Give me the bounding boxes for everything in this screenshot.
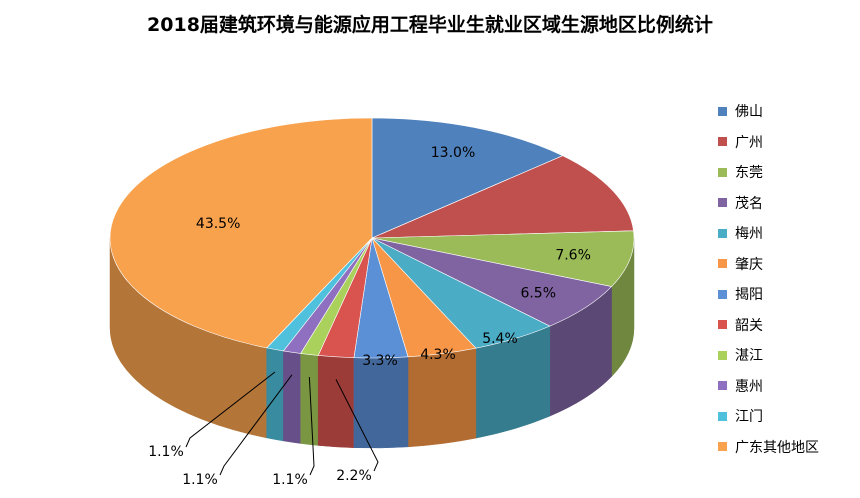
legend-item: 惠州 [718, 371, 819, 402]
legend-item: 揭阳 [718, 279, 819, 310]
data-label: 2.2% [336, 468, 372, 484]
slice-东莞 [371, 230, 635, 287]
legend-label: 梅州 [735, 226, 763, 243]
legend-label: 揭阳 [735, 287, 763, 304]
label-leader-line [308, 376, 315, 476]
slice-side-揭阳 [353, 356, 409, 449]
data-label: 4.3% [420, 347, 456, 363]
legend-item: 梅州 [718, 218, 819, 249]
legend-label: 东莞 [735, 165, 763, 182]
slice-side-湛江 [300, 353, 319, 446]
legend-label: 广东其他地区 [735, 439, 819, 456]
legend-label: 广州 [735, 134, 763, 151]
data-label: 13.0% [431, 145, 475, 161]
data-label: 5.4% [482, 331, 518, 347]
legend-swatch [718, 381, 727, 391]
chart-title: 2018届建筑环境与能源应用工程毕业生就业区域生源地区比例统计 [147, 14, 713, 36]
slice-广东其他地区 [109, 117, 373, 349]
legend-label: 江门 [735, 409, 763, 426]
legend-swatch [718, 228, 727, 238]
legend-label: 惠州 [735, 378, 763, 395]
legend-item: 茂名 [718, 188, 819, 219]
slice-side-江门 [266, 347, 284, 442]
data-label: 1.1% [272, 472, 308, 488]
legend-label: 茂名 [735, 195, 763, 212]
slice-广州 [371, 155, 634, 239]
legend-item: 湛江 [718, 340, 819, 371]
legend-swatch [718, 106, 727, 116]
legend-swatch [718, 320, 727, 330]
legend-label: 肇庆 [735, 256, 763, 273]
data-label: 7.6% [555, 248, 591, 264]
legend-swatch [718, 198, 727, 208]
legend-item: 广州 [718, 127, 819, 158]
data-label: 3.3% [362, 353, 398, 369]
label-leader-line [219, 374, 293, 476]
slice-佛山 [371, 117, 564, 239]
slice-side-惠州 [283, 350, 301, 444]
legend-swatch [718, 350, 727, 360]
legend-swatch [718, 259, 727, 269]
legend-swatch [718, 137, 727, 147]
chart-legend: 佛山广州东莞茂名梅州肇庆揭阳韶关湛江惠州江门广东其他地区 [718, 96, 819, 462]
legend-item: 佛山 [718, 96, 819, 127]
data-label: 6.5% [520, 285, 556, 301]
slice-side-韶关 [317, 355, 355, 448]
label-leader-line [335, 379, 379, 472]
legend-swatch [718, 442, 727, 452]
data-label: 43.5% [196, 216, 240, 232]
legend-swatch [718, 167, 727, 177]
legend-item: 广东其他地区 [718, 432, 819, 463]
data-label: 1.1% [182, 472, 218, 488]
legend-item: 韶关 [718, 310, 819, 341]
legend-item: 江门 [718, 401, 819, 432]
legend-label: 湛江 [735, 348, 763, 365]
label-leader-line [185, 371, 276, 448]
legend-item: 东莞 [718, 157, 819, 188]
legend-swatch [718, 289, 727, 299]
data-label: 1.1% [148, 444, 184, 460]
legend-swatch [718, 411, 727, 421]
legend-item: 肇庆 [718, 249, 819, 280]
legend-label: 佛山 [735, 104, 763, 121]
legend-label: 韶关 [735, 317, 763, 334]
